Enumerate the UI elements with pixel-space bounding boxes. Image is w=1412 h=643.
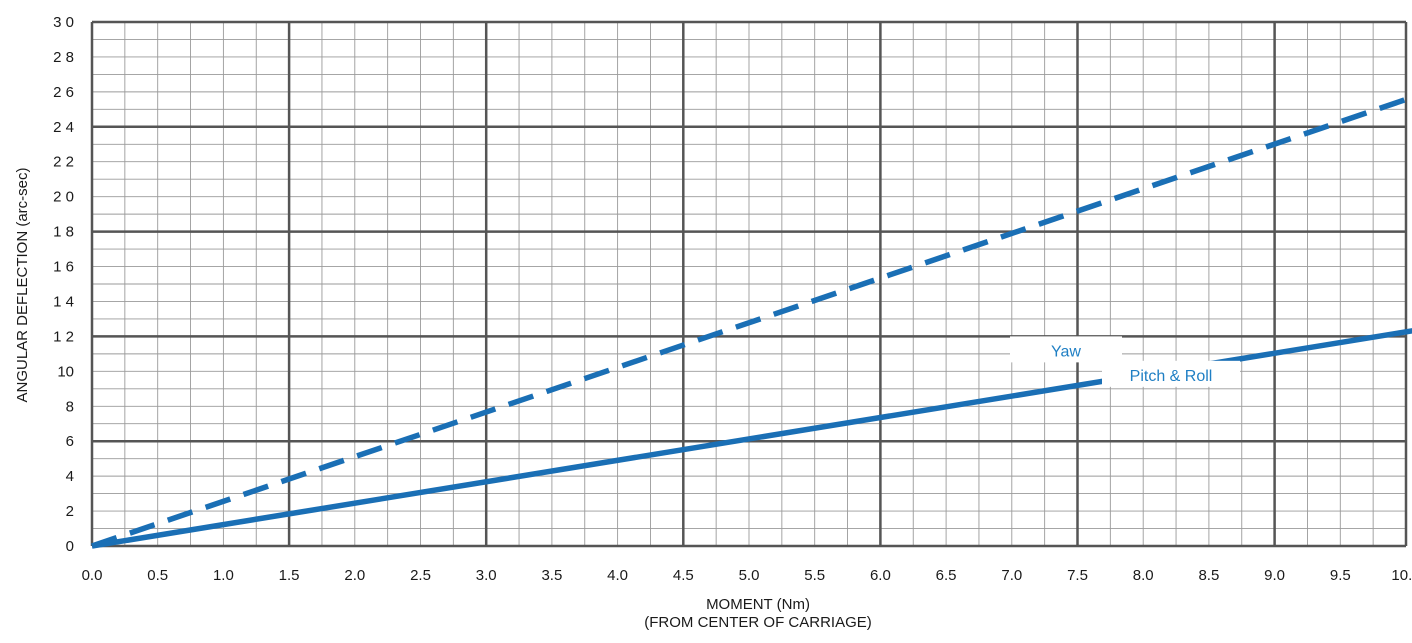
x-tick-label: 10.0 — [1391, 567, 1412, 584]
y-tick-label: 1 4 — [53, 293, 74, 310]
x-tick-label: 1.0 — [213, 567, 234, 584]
x-tick-label: 9.5 — [1330, 567, 1351, 584]
x-tick-label: 6.0 — [870, 567, 891, 584]
y-tick-label: 1 6 — [53, 259, 74, 276]
x-tick-label: 8.0 — [1133, 567, 1154, 584]
series-label: Pitch & Roll — [1130, 368, 1213, 385]
y-tick-label: 2 0 — [53, 189, 74, 206]
x-tick-label: 3.0 — [476, 567, 497, 584]
grid-major — [90, 20, 1408, 548]
y-tick-label: 4 — [66, 468, 74, 485]
x-tick-label: 7.5 — [1067, 567, 1088, 584]
x-axis-title: MOMENT (Nm) — [706, 596, 810, 613]
x-tick-labels: 0.0 0.5 1.0 1.5 2.0 2.5 3.0 3.5 4.0 4.5 5.0 5.5 6.0 6… — [82, 567, 1412, 584]
y-tick-label: 1 8 — [53, 224, 74, 241]
x-tick-label: 2.0 — [344, 567, 365, 584]
y-tick-label: 2 4 — [53, 119, 74, 136]
y-tick-label: 1 2 — [53, 328, 74, 345]
y-tick-label: 6 — [66, 433, 74, 450]
y-tick-label: 2 6 — [53, 84, 74, 101]
y-tick-label: 2 2 — [53, 154, 74, 171]
series-line-pitch-roll — [91, 328, 1412, 549]
x-tick-label: 3.5 — [541, 567, 562, 584]
x-tick-label: 6.5 — [936, 567, 957, 584]
x-tick-label: 9.0 — [1264, 567, 1285, 584]
x-tick-label: 7.0 — [1001, 567, 1022, 584]
y-axis-title: ANGULAR DEFLECTION (arc-sec) — [14, 167, 31, 402]
x-tick-label: 4.0 — [607, 567, 628, 584]
x-tick-label: 4.5 — [673, 567, 694, 584]
x-tick-label: 5.5 — [804, 567, 825, 584]
y-tick-label: 2 — [66, 503, 74, 520]
x-tick-label: 2.5 — [410, 567, 431, 584]
x-axis-subtitle: (FROM CENTER OF CARRIAGE) — [644, 614, 872, 631]
x-tick-label: 1.5 — [279, 567, 300, 584]
series-label-background — [1010, 336, 1122, 363]
y-tick-label: 2 8 — [53, 49, 74, 66]
y-tick-label: 8 — [66, 398, 74, 415]
x-tick-label: 8.5 — [1198, 567, 1219, 584]
y-tick-label: 0 — [66, 538, 74, 555]
series-label-background — [1102, 360, 1240, 387]
series-label-layer: Yaw Pitch & Roll — [1010, 336, 1240, 387]
series-label: Yaw — [1051, 343, 1081, 360]
x-tick-label: 0.5 — [147, 567, 168, 584]
grid-minor — [92, 22, 1406, 546]
y-tick-label: 10 — [57, 363, 74, 380]
x-tick-label: 5.0 — [739, 567, 760, 584]
series-layer — [91, 94, 1412, 549]
x-tick-label: 0.0 — [82, 567, 103, 584]
series-line-yaw — [91, 94, 1412, 549]
y-tick-label: 3 0 — [53, 14, 74, 31]
y-tick-labels: 3 0 2 8 2 6 2 4 2 2 2 0 1 8 1 6 1 4 1 2 10 8 6 4 2 0 — [53, 14, 74, 555]
